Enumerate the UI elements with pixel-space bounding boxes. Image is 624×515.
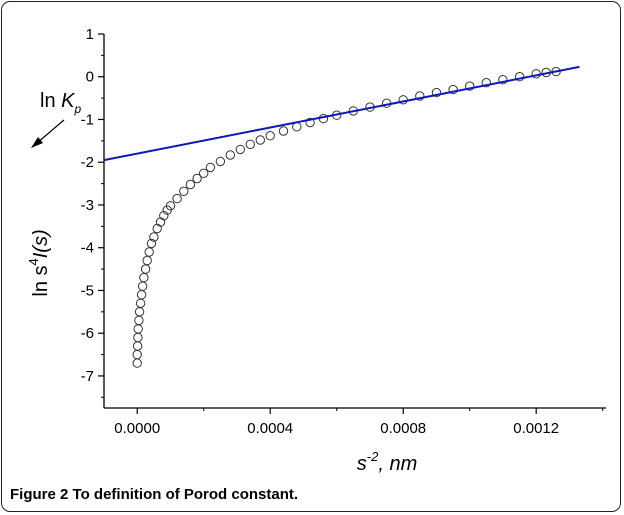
data-point <box>134 307 145 317</box>
y-tick-label: -4 <box>81 240 94 257</box>
data-point <box>146 238 157 249</box>
annotation-arrow-shaft <box>36 119 65 144</box>
data-point <box>137 281 148 291</box>
data-point <box>255 135 265 145</box>
data-point <box>305 117 315 128</box>
data-point <box>465 81 475 91</box>
ln-kp-annotation: ln Kp <box>40 90 81 116</box>
data-point <box>133 332 143 343</box>
data-point <box>265 131 275 141</box>
data-point <box>132 358 142 368</box>
fit-line <box>103 65 580 162</box>
data-point <box>192 173 202 184</box>
axes: 1 0 -1 -2 -3 -4 -5 -6 -7 0.0000 0.0004 0.0008 0.0012 <box>81 26 606 437</box>
data-point <box>448 84 458 95</box>
x-tick-label: 0.0008 <box>380 420 426 437</box>
x-tick-label: 0.0004 <box>247 420 293 437</box>
y-axis-label: ln s4I(s) <box>26 229 52 296</box>
data-point <box>149 232 159 242</box>
data-point <box>481 78 491 88</box>
y-tick-label: -7 <box>81 368 94 385</box>
data-point <box>199 168 209 179</box>
data-point <box>133 324 143 334</box>
y-tick-label: -6 <box>81 325 94 342</box>
data-point <box>514 72 525 82</box>
annotation-arrow-head <box>31 137 43 148</box>
y-tick-label: -2 <box>81 154 94 171</box>
data-point <box>245 139 256 150</box>
data-point <box>155 217 166 227</box>
data-point <box>139 272 149 283</box>
data-point <box>140 264 151 274</box>
data-point <box>159 211 169 221</box>
data-point <box>152 223 162 234</box>
y-tick-label: -3 <box>81 197 94 214</box>
data-point <box>185 179 196 190</box>
data-point <box>132 341 143 351</box>
y-tick-label: -5 <box>81 282 94 299</box>
figure-caption-text: To definition of Porod constant. <box>72 486 299 503</box>
data-point <box>144 247 154 257</box>
data-point <box>179 186 189 197</box>
x-tick-label: 0.0000 <box>114 420 160 437</box>
data-point <box>498 75 508 85</box>
data-point <box>134 315 144 326</box>
data-point <box>136 290 147 300</box>
fit-line-layer <box>103 65 580 162</box>
data-point <box>132 349 142 360</box>
data-point <box>225 150 236 160</box>
y-tick-label: 1 <box>86 26 94 43</box>
figure-label: Figure 2 <box>10 486 69 503</box>
data-point <box>215 156 226 167</box>
data-point <box>278 126 289 136</box>
x-tick-label: 0.0012 <box>513 420 559 437</box>
y-tick-label: -1 <box>81 111 94 128</box>
data-point <box>142 255 152 266</box>
y-tick-label: 0 <box>86 69 94 86</box>
data-point <box>205 162 216 173</box>
x-axis-label: s-2, nm <box>357 449 417 475</box>
figure-caption: Figure 2 To definition of Porod constant… <box>10 486 298 503</box>
data-point <box>172 193 182 204</box>
data-point <box>431 87 442 98</box>
data-point <box>165 201 176 211</box>
data-point <box>235 144 246 155</box>
data-point <box>415 91 425 101</box>
data-point <box>135 298 146 308</box>
